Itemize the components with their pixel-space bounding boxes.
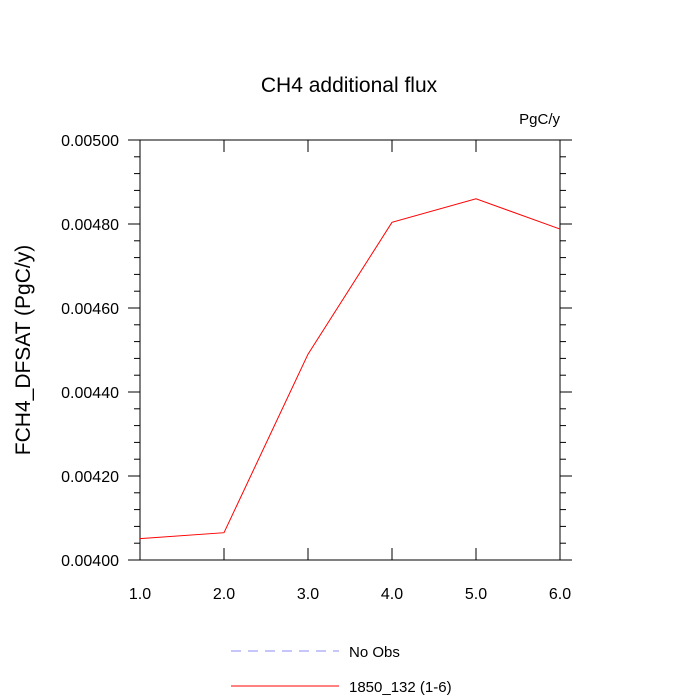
legend-label-1: 1850_132 (1-6) [349,679,452,696]
x-tick-label: 3.0 [297,586,319,603]
units-label: PgC/y [519,111,560,128]
y-tick-label: 0.00400 [61,553,119,570]
x-tick-label: 5.0 [465,586,487,603]
y-tick-label: 0.00480 [61,217,119,234]
y-tick-label: 0.00420 [61,469,119,486]
y-tick-label: 0.00440 [61,385,119,402]
y-axis-title: FCH4_DFSAT (PgC/y) [12,245,35,455]
series-layer [139,198,561,540]
y-tick-label: 0.00460 [61,301,119,318]
axis-ticks [128,139,572,561]
x-tick-label: 6.0 [549,586,571,603]
legend-label-0: No Obs [349,644,400,661]
series-line-1 [139,198,561,540]
y-tick-label: 0.00500 [61,133,119,150]
plot-frame [139,139,561,561]
legend: No Obs 1850_132 (1-6) [231,644,452,696]
x-tick-label: 1.0 [129,586,151,603]
x-tick-label: 4.0 [381,586,403,603]
chart-title: CH4 additional flux [261,74,438,97]
x-tick-label: 2.0 [213,586,235,603]
axis-tick-labels: 1.0 2.0 3.0 4.0 5.0 6.0 0.00400 0.00420 0.00440 0… [61,133,571,603]
